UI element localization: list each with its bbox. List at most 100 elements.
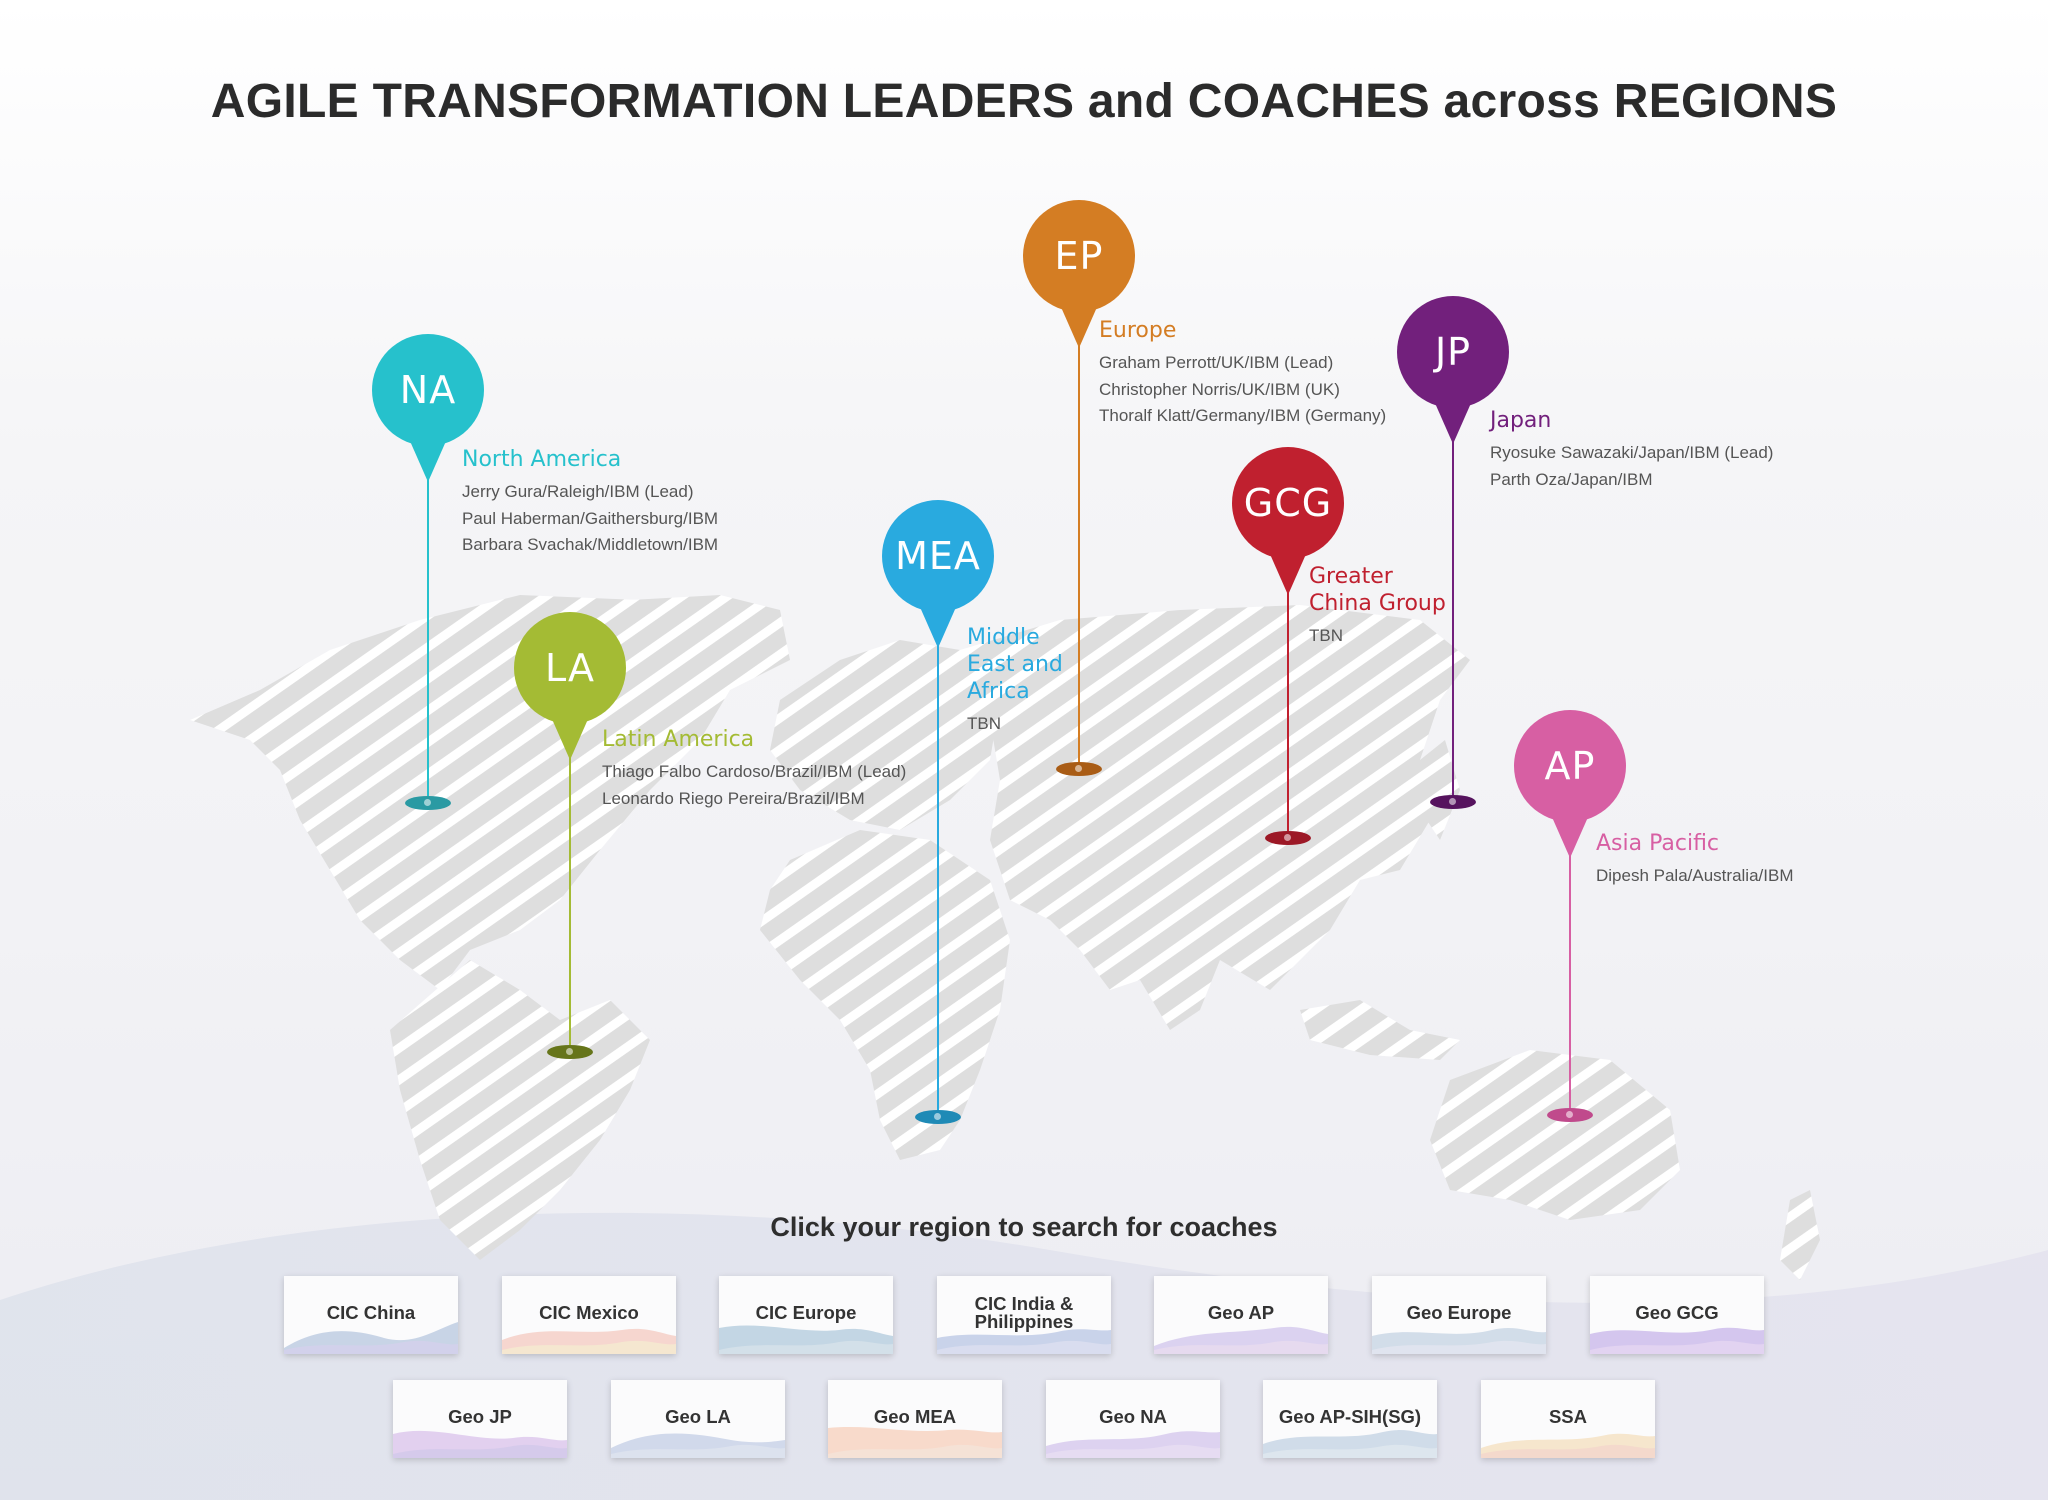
wave-decoration: [1372, 1328, 1546, 1354]
region-button-geo-na[interactable]: Geo NA: [1046, 1380, 1220, 1458]
pin-dot: [1284, 834, 1291, 841]
info-japan: Japan Ryosuke Sawazaki/Japan/IBM (Lead) …: [1490, 407, 1773, 493]
wave-decoration: [1590, 1327, 1764, 1354]
region-name-line: North America: [462, 447, 622, 472]
region-button-geo-jp[interactable]: Geo JP: [393, 1380, 567, 1458]
search-prompt: Click your region to search for coaches: [770, 1212, 1278, 1242]
member: Parth Oza/Japan/IBM: [1490, 469, 1653, 489]
region-name-line: Middle: [967, 625, 1040, 650]
region-button-geo-mea[interactable]: Geo MEA: [828, 1380, 1002, 1458]
info-greater-china-group: Greater China Group TBN: [1309, 563, 1446, 650]
region-name-line: Asia Pacific: [1596, 831, 1720, 856]
member: Jerry Gura/Raleigh/IBM (Lead): [462, 482, 694, 501]
pin-head-ap[interactable]: AP: [1514, 710, 1626, 822]
region-name-line: China Group: [1309, 591, 1446, 616]
pin-stem: [427, 420, 429, 802]
pin-stem: [569, 700, 571, 1050]
pin-dot: [424, 799, 431, 806]
pin-dot: [566, 1048, 573, 1055]
page-title: AGILE TRANSFORMATION LEADERS and COACHES…: [210, 75, 1838, 128]
region-name-line: Greater: [1309, 564, 1393, 589]
button-label-line: Geo MEA: [873, 1406, 957, 1427]
pin-head-na[interactable]: NA: [372, 334, 484, 446]
region-name: Japan: [1490, 407, 1773, 434]
member: Christopher Norris/UK/IBM (UK): [1099, 379, 1340, 399]
button-label-line: CIC China: [326, 1302, 416, 1323]
wave-decoration: [1481, 1433, 1655, 1458]
region-name-line: Europe: [1099, 318, 1177, 343]
wave-decoration: [1263, 1430, 1437, 1458]
region-button-geo-gcg[interactable]: Geo GCG: [1590, 1276, 1764, 1354]
region-button-cic-india-philippines[interactable]: CIC India & Philippines: [937, 1276, 1111, 1354]
region-name: Europe: [1099, 317, 1386, 344]
member: Thoralf Klatt/Germany/IBM (Germany): [1099, 406, 1387, 425]
button-label: Geo LA: [659, 1406, 737, 1427]
region-name: Middle East and Africa: [967, 624, 1063, 705]
region-button-cic-europe[interactable]: CIC Europe: [719, 1276, 893, 1354]
button-label-line: Philippines: [974, 1311, 1074, 1332]
region-button-cic-china[interactable]: CIC China: [284, 1276, 458, 1354]
button-label: Geo AP-SIH(SG): [1273, 1407, 1427, 1426]
region-name: North America: [462, 446, 718, 473]
pin-stem: [1078, 330, 1080, 768]
button-label-line: SSA: [1548, 1406, 1588, 1427]
pin-stem: [1287, 580, 1289, 836]
region-name: Latin America: [602, 726, 906, 753]
member: TBN: [1309, 626, 1343, 645]
button-label-line: CIC India &: [974, 1293, 1074, 1314]
button-label: Geo GCG: [1629, 1302, 1724, 1323]
button-label: Geo JP: [442, 1406, 518, 1427]
info-europe: Europe Graham Perrott/UK/IBM (Lead) Chri…: [1099, 317, 1386, 430]
button-label: SSA: [1543, 1406, 1593, 1427]
button-label: Geo MEA: [868, 1406, 962, 1427]
button-label-line: Geo GCG: [1635, 1302, 1719, 1323]
wave-decoration: [611, 1433, 785, 1458]
region-button-geo-ap[interactable]: Geo AP: [1154, 1276, 1328, 1354]
wave-decoration: [1046, 1431, 1220, 1458]
continents: [190, 595, 1820, 1280]
pin-head-ep[interactable]: EP: [1023, 200, 1135, 312]
wave-decoration: [502, 1328, 676, 1354]
info-asia-pacific: Asia Pacific Dipesh Pala/Australia/IBM: [1596, 830, 1793, 890]
button-label: CIC China: [321, 1302, 421, 1323]
button-label: Geo AP: [1202, 1302, 1280, 1323]
pin-dot: [1075, 765, 1082, 772]
button-label: Geo NA: [1093, 1407, 1173, 1426]
button-label: CIC India & Philippines: [969, 1293, 1080, 1332]
pin-head-jp[interactable]: JP: [1397, 296, 1509, 408]
member: TBN: [967, 714, 1001, 733]
pin-dot: [1566, 1111, 1573, 1118]
pin-head-la[interactable]: LA: [514, 612, 626, 724]
region-name-line: East and: [967, 652, 1063, 677]
pin-stem: [1569, 840, 1571, 1112]
pin-head-mea[interactable]: MEA: [882, 500, 994, 612]
button-label-line: Geo JP: [448, 1406, 512, 1427]
region-button-geo-ap-sih-sg[interactable]: Geo AP-SIH(SG): [1263, 1380, 1437, 1458]
region-name-line: Africa: [967, 679, 1030, 704]
member: Thiago Falbo Cardoso/Brazil/IBM (Lead): [602, 762, 907, 781]
member: Ryosuke Sawazaki/Japan/IBM (Lead): [1490, 443, 1774, 462]
member: Graham Perrott/UK/IBM (Lead): [1099, 353, 1334, 372]
region-name: Asia Pacific: [1596, 830, 1793, 857]
pin-stem: [937, 620, 939, 1112]
wave-decoration: [1154, 1326, 1328, 1354]
member: Barbara Svachak/Middletown/IBM: [462, 535, 719, 554]
button-label: CIC Mexico: [533, 1303, 645, 1322]
pin-head-gcg[interactable]: GCG: [1232, 447, 1344, 559]
region-name: Greater China Group: [1309, 563, 1446, 617]
region-button-ssa[interactable]: SSA: [1481, 1380, 1655, 1458]
wave-decoration: [284, 1322, 458, 1354]
member: Paul Haberman/Gaithersburg/IBM: [462, 508, 719, 528]
button-label-line: Geo Europe: [1406, 1302, 1512, 1323]
region-button-geo-europe[interactable]: Geo Europe: [1372, 1276, 1546, 1354]
member: Dipesh Pala/Australia/IBM: [1596, 866, 1794, 885]
region-name-line: Latin America: [602, 727, 755, 752]
wave-decoration: [828, 1427, 1002, 1458]
region-button-cic-mexico[interactable]: CIC Mexico: [502, 1276, 676, 1354]
button-label-line: Geo LA: [665, 1406, 731, 1427]
pin-dot: [934, 1113, 941, 1120]
button-label-line: Geo AP: [1207, 1302, 1275, 1323]
region-button-geo-la[interactable]: Geo LA: [611, 1380, 785, 1458]
bottom-wave: [0, 1212, 2048, 1500]
button-label: CIC Europe: [750, 1303, 863, 1322]
